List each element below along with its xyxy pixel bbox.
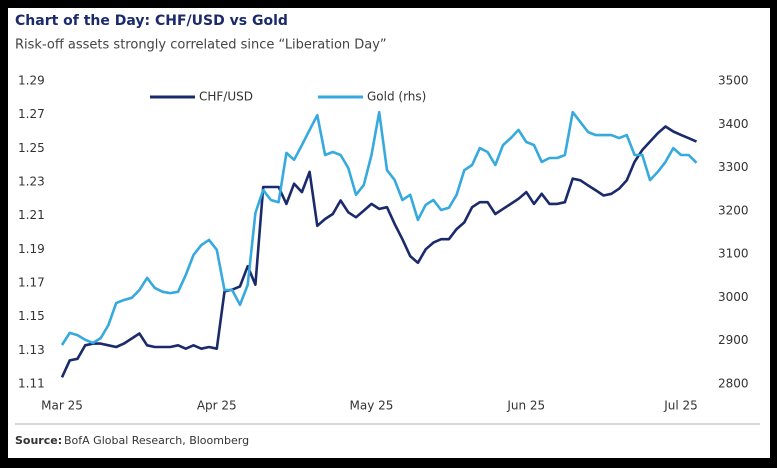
x-tick-label: Mar 25 — [41, 399, 83, 413]
y2-tick-label: 3300 — [718, 160, 749, 174]
y2-tick-label: 3100 — [718, 247, 749, 261]
y2-tick-label: 3500 — [718, 74, 749, 88]
x-tick-label: May 25 — [350, 399, 394, 413]
y-tick-label: 1.29 — [18, 74, 45, 88]
series-line — [60, 125, 698, 378]
y-tick-label: 1.17 — [18, 276, 45, 290]
chart-subtitle: Risk-off assets strongly correlated sinc… — [15, 38, 387, 53]
y-tick-label: 1.25 — [18, 141, 45, 155]
y-tick-label: 1.27 — [18, 107, 45, 121]
y2-tick-label: 2900 — [718, 333, 749, 347]
x-tick-label: Apr 25 — [197, 399, 237, 413]
series-line — [60, 110, 698, 346]
chart-title: Chart of the Day: CHF/USD vs Gold — [15, 13, 288, 29]
legend-label: CHF/USD — [199, 90, 253, 104]
y-tick-label: 1.15 — [18, 309, 45, 323]
y2-tick-label: 3200 — [718, 203, 749, 217]
y-tick-label: 1.19 — [18, 242, 45, 256]
y2-tick-label: 2800 — [718, 377, 749, 391]
y2-tick-label: 3000 — [718, 290, 749, 304]
x-tick-label: Jun 25 — [506, 399, 545, 413]
source-label: Source: — [15, 434, 62, 447]
legend-label: Gold (rhs) — [367, 90, 426, 104]
y-tick-label: 1.23 — [18, 175, 45, 189]
chart-background — [8, 8, 770, 458]
y-tick-label: 1.21 — [18, 208, 45, 222]
y-tick-label: 1.13 — [18, 343, 45, 357]
y-tick-label: 1.11 — [18, 377, 45, 391]
source-text: BofA Global Research, Bloomberg — [64, 434, 249, 447]
y2-tick-label: 3400 — [718, 117, 749, 131]
x-tick-label: Jul 25 — [663, 399, 698, 413]
